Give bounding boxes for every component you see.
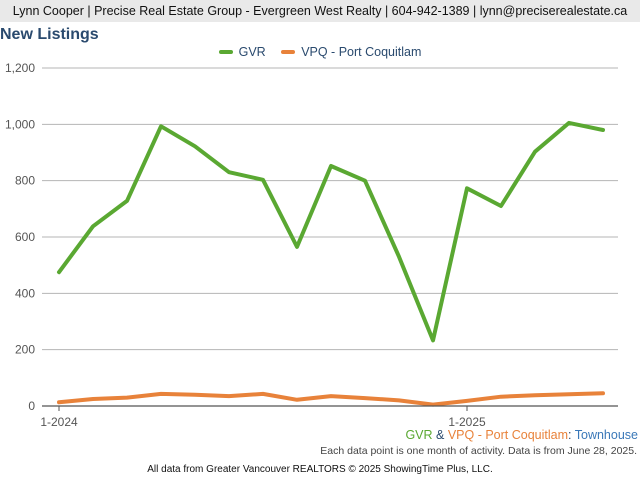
caption-amp: & (432, 428, 448, 442)
y-tick-label: 200 (15, 343, 35, 357)
caption-colon: : (568, 428, 575, 442)
legend-swatch-gvr (218, 49, 233, 54)
data-note: Each data point is one month of activity… (320, 445, 637, 457)
agent-contact-line: Lynn Cooper | Precise Real Estate Group … (12, 4, 628, 18)
series-line-gvr (57, 120, 605, 343)
x-tick-label: 1-2024 (40, 415, 78, 429)
y-tick-label: 1,000 (5, 117, 35, 131)
legend-label-vpq: VPQ - Port Coquitlam (301, 45, 422, 59)
legend-label-gvr: GVR (238, 45, 266, 59)
caption-gvr: GVR (405, 428, 433, 442)
caption-property-type: Townhouse (574, 428, 638, 442)
y-tick-label: 0 (28, 399, 35, 413)
series-line-vpq (57, 391, 605, 407)
chart-title: New Listings (0, 26, 99, 43)
caption-vpq: VPQ - Port Coquitlam (447, 428, 569, 442)
legend-item-vpq[interactable]: VPQ - Port Coquitlam (281, 45, 421, 59)
y-tick-label: 1,200 (5, 61, 35, 75)
data-source: All data from Greater Vancouver REALTORS… (147, 464, 493, 475)
series-caption: GVR & VPQ - Port Coquitlam: Townhouse (0, 428, 638, 442)
x-tick-label: 1-2025 (448, 415, 486, 429)
y-tick-label: 800 (15, 174, 35, 188)
legend-item-gvr[interactable]: GVR (218, 45, 266, 59)
chart-legend: GVR VPQ - Port Coquitlam (0, 45, 640, 59)
y-tick-label: 400 (15, 286, 35, 300)
y-tick-label: 600 (15, 230, 35, 244)
legend-swatch-vpq (281, 49, 296, 54)
header-bar: Lynn Cooper | Precise Real Estate Group … (0, 0, 640, 22)
